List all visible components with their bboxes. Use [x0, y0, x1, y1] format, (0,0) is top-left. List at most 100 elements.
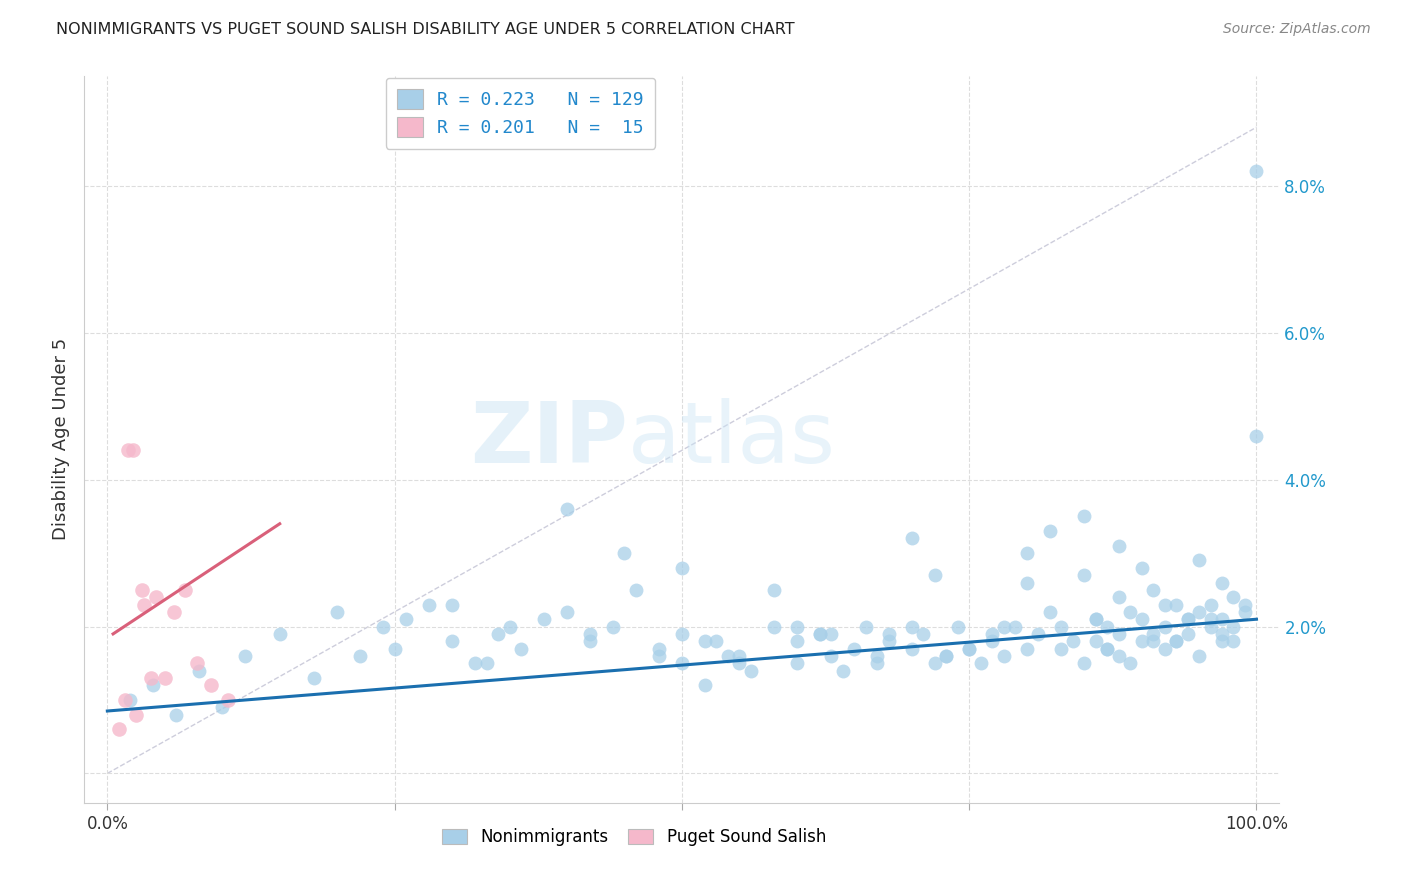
- Point: [1073, 568, 1095, 582]
- Point: [1211, 627, 1233, 641]
- Point: [912, 627, 935, 641]
- Point: [139, 671, 162, 685]
- Point: [1222, 619, 1244, 633]
- Point: [132, 598, 156, 612]
- Point: [1108, 648, 1130, 663]
- Point: [486, 627, 509, 641]
- Point: [900, 619, 922, 633]
- Point: [211, 700, 233, 714]
- Point: [200, 678, 222, 692]
- Point: [820, 648, 842, 663]
- Point: [373, 619, 395, 633]
- Point: [384, 641, 406, 656]
- Point: [1177, 612, 1199, 626]
- Point: [877, 627, 900, 641]
- Point: [762, 619, 785, 633]
- Point: [1164, 598, 1187, 612]
- Point: [728, 657, 751, 671]
- Point: [1153, 598, 1175, 612]
- Point: [1211, 612, 1233, 626]
- Point: [269, 627, 291, 641]
- Point: [1050, 619, 1073, 633]
- Point: [1164, 634, 1187, 648]
- Point: [648, 641, 671, 656]
- Point: [510, 641, 533, 656]
- Point: [844, 641, 866, 656]
- Point: [1153, 641, 1175, 656]
- Point: [1246, 164, 1268, 178]
- Point: [693, 678, 716, 692]
- Point: [233, 648, 256, 663]
- Point: [613, 546, 636, 560]
- Point: [1199, 612, 1222, 626]
- Point: [114, 693, 136, 707]
- Point: [1015, 575, 1038, 590]
- Text: Source: ZipAtlas.com: Source: ZipAtlas.com: [1223, 22, 1371, 37]
- Point: [1084, 634, 1107, 648]
- Point: [1130, 561, 1153, 575]
- Point: [1015, 641, 1038, 656]
- Point: [555, 605, 578, 619]
- Point: [1039, 605, 1062, 619]
- Point: [831, 664, 853, 678]
- Point: [153, 671, 176, 685]
- Point: [808, 627, 831, 641]
- Point: [1211, 634, 1233, 648]
- Point: [1211, 575, 1233, 590]
- Point: [441, 598, 464, 612]
- Point: [1177, 627, 1199, 641]
- Legend: Nonimmigrants, Puget Sound Salish: Nonimmigrants, Puget Sound Salish: [436, 822, 832, 853]
- Point: [1050, 641, 1073, 656]
- Point: [121, 443, 143, 458]
- Point: [117, 443, 139, 458]
- Point: [163, 605, 186, 619]
- Point: [957, 641, 980, 656]
- Point: [464, 657, 486, 671]
- Point: [1095, 641, 1118, 656]
- Point: [1108, 627, 1130, 641]
- Point: [1084, 612, 1107, 626]
- Point: [1222, 634, 1244, 648]
- Point: [1119, 657, 1142, 671]
- Point: [1004, 619, 1026, 633]
- Point: [1119, 605, 1142, 619]
- Point: [125, 707, 148, 722]
- Point: [1188, 605, 1211, 619]
- Text: NONIMMIGRANTS VS PUGET SOUND SALISH DISABILITY AGE UNDER 5 CORRELATION CHART: NONIMMIGRANTS VS PUGET SOUND SALISH DISA…: [56, 22, 794, 37]
- Point: [142, 678, 165, 692]
- Point: [786, 634, 808, 648]
- Point: [866, 648, 889, 663]
- Point: [706, 634, 728, 648]
- Point: [1177, 612, 1199, 626]
- Point: [1073, 657, 1095, 671]
- Point: [648, 648, 671, 663]
- Point: [970, 657, 993, 671]
- Point: [786, 619, 808, 633]
- Point: [145, 590, 167, 604]
- Point: [717, 648, 740, 663]
- Point: [165, 707, 187, 722]
- Point: [1015, 546, 1038, 560]
- Point: [1142, 627, 1164, 641]
- Point: [1199, 619, 1222, 633]
- Point: [900, 641, 922, 656]
- Point: [108, 723, 131, 737]
- Point: [1130, 634, 1153, 648]
- Point: [395, 612, 418, 626]
- Point: [1073, 509, 1095, 524]
- Point: [1246, 428, 1268, 442]
- Point: [693, 634, 716, 648]
- Y-axis label: Disability Age Under 5: Disability Age Under 5: [52, 338, 70, 541]
- Point: [1164, 634, 1187, 648]
- Point: [1188, 553, 1211, 567]
- Point: [1062, 634, 1084, 648]
- Point: [602, 619, 624, 633]
- Point: [946, 619, 969, 633]
- Point: [1095, 619, 1118, 633]
- Point: [855, 619, 877, 633]
- Point: [1026, 627, 1049, 641]
- Point: [349, 648, 371, 663]
- Point: [1108, 539, 1130, 553]
- Point: [935, 648, 957, 663]
- Point: [418, 598, 440, 612]
